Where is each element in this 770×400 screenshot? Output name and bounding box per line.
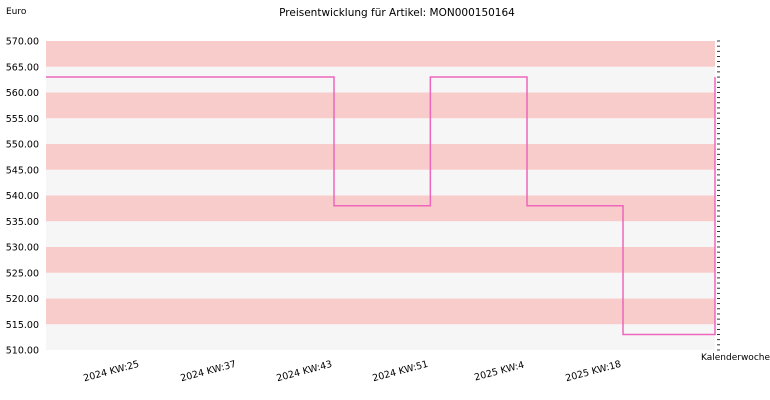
- grid-band: [46, 324, 715, 350]
- y-tick-label: 540.00: [6, 191, 39, 202]
- x-axis-tick-labels: 2024 KW:25 2024 KW:37 2024 KW:43 2024 KW:51…: [82, 359, 622, 384]
- grid-band: [46, 41, 715, 67]
- grid-band: [46, 195, 715, 222]
- right-axis-ticks: [717, 40, 720, 351]
- background-bands: [46, 41, 715, 350]
- y-tick-label: 545.00: [6, 165, 39, 176]
- y-tick-label: 565.00: [6, 62, 39, 73]
- y-tick-label: 570.00: [6, 37, 39, 48]
- grid-band: [46, 92, 715, 119]
- chart-title: Preisentwicklung für Artikel: MON0001501…: [279, 7, 515, 19]
- x-tick-label: 2024 KW:25: [82, 359, 140, 384]
- grid-band: [46, 144, 715, 170]
- y-tick-label: 550.00: [6, 140, 39, 151]
- x-tick-label: 2024 KW:37: [179, 359, 237, 384]
- y-tick-label: 535.00: [6, 217, 39, 228]
- y-tick-label: 530.00: [6, 243, 39, 254]
- y-tick-label: 510.00: [6, 346, 39, 357]
- y-axis-label: Euro: [6, 7, 27, 17]
- grid-band: [46, 118, 715, 144]
- grid-band: [46, 66, 715, 93]
- grid-band: [46, 169, 715, 196]
- y-tick-label: 555.00: [6, 114, 39, 125]
- grid-band: [46, 298, 715, 325]
- y-axis-tick-labels: 510.00 515.00 520.00 525.00 530.00 535.00 540.…: [6, 37, 39, 357]
- grid-band: [46, 221, 715, 247]
- y-tick-label: 515.00: [6, 320, 39, 331]
- price-series-line: [46, 76, 716, 336]
- x-tick-label: 2025 KW:18: [564, 359, 622, 384]
- grid-band: [46, 247, 715, 273]
- x-tick-label: 2025 KW:4: [473, 360, 525, 384]
- y-tick-label: 520.00: [6, 294, 39, 305]
- grid-band: [46, 272, 715, 299]
- x-tick-label: 2024 KW:43: [275, 359, 333, 384]
- y-tick-label: 560.00: [6, 88, 39, 99]
- x-tick-label: 2024 KW:51: [371, 359, 429, 384]
- x-axis-label: Kalenderwoche: [701, 353, 770, 363]
- y-tick-label: 525.00: [6, 268, 39, 279]
